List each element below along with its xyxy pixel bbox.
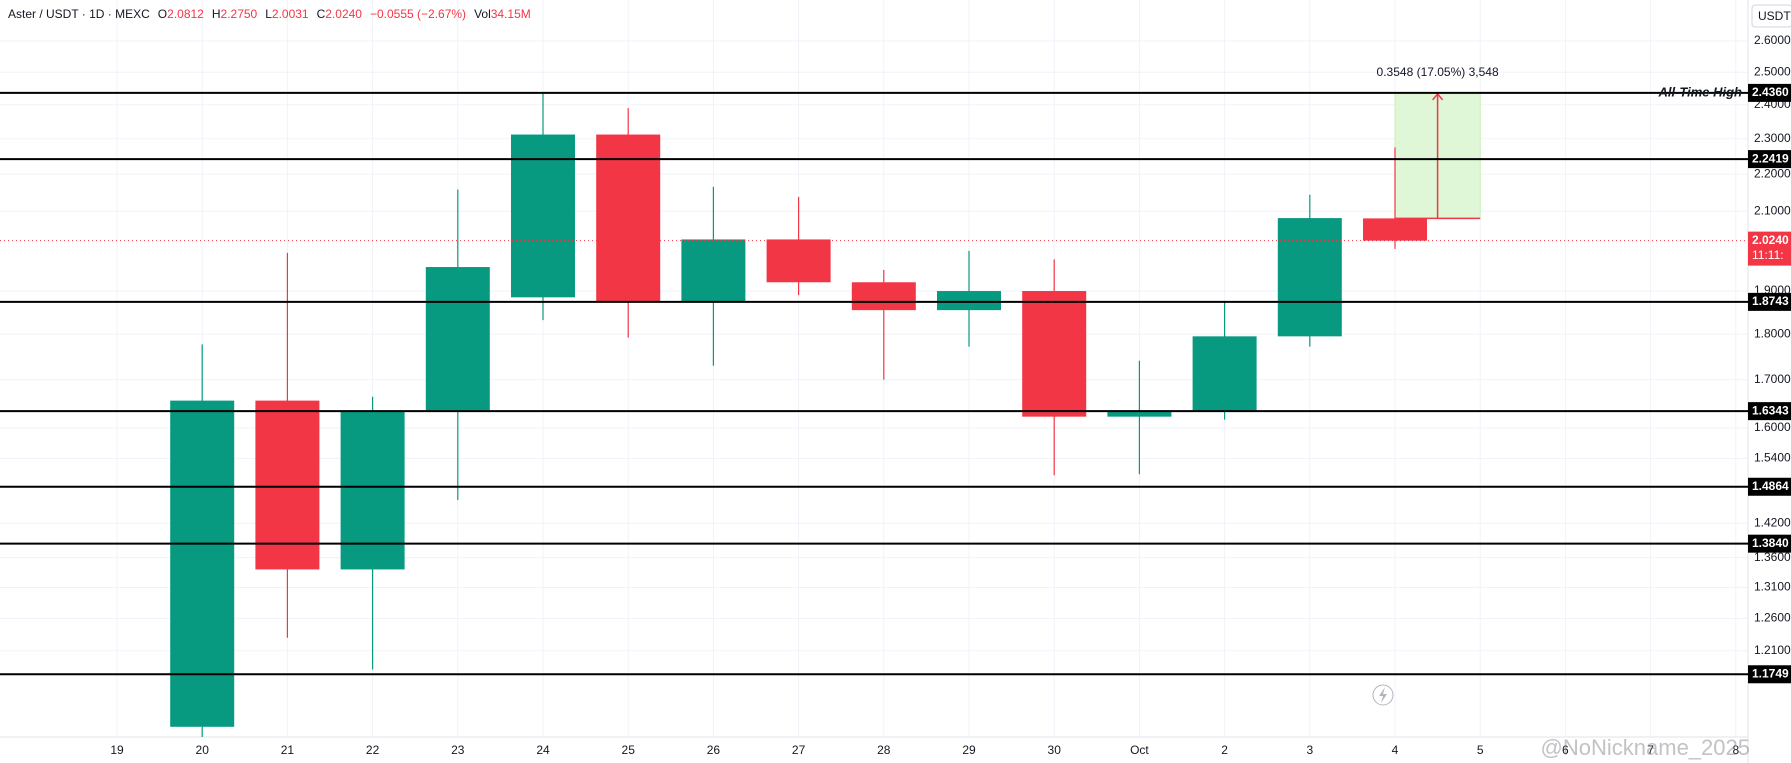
level-label: 1.6343 [1752, 403, 1789, 417]
x-tick-label: 23 [451, 743, 465, 757]
y-tick-label: 1.3100 [1754, 580, 1791, 594]
measure-arrow-head [1432, 92, 1444, 101]
candle-body [1277, 218, 1342, 337]
y-tick-label: 2.6000 [1754, 33, 1791, 47]
y-tick-label: 1.4200 [1754, 515, 1791, 529]
candle-body [1107, 410, 1172, 417]
header-o-label: O [158, 7, 167, 21]
y-tick-label: 1.2100 [1754, 643, 1791, 657]
header-h: 2.2750 [221, 7, 258, 21]
level-label: 2.4360 [1752, 85, 1789, 99]
candle-body [170, 400, 235, 727]
header-change: −0.0555 (−2.67%) [370, 7, 466, 21]
y-tick-label: 1.7000 [1754, 372, 1791, 386]
candle-body [255, 400, 320, 570]
header-h-label: H [212, 7, 221, 21]
level-label: 1.1749 [1752, 666, 1789, 680]
header: Aster / USDT · 1D · MEXC O2.0812 H2.2750 L2… [8, 7, 531, 21]
candle-body [681, 239, 746, 303]
x-tick-label: 7 [1647, 743, 1654, 757]
x-tick-label: 8 [1732, 743, 1739, 757]
y-tick-label: 1.6000 [1754, 420, 1791, 434]
candle-body [1363, 218, 1427, 241]
level-label: 2.2419 [1752, 151, 1789, 165]
candle-body [511, 134, 575, 298]
header-o: 2.0812 [167, 7, 204, 21]
y-tick-label: 2.3000 [1754, 131, 1791, 145]
watermark: @NoNickname_2025 [1541, 735, 1750, 760]
level-box [1748, 83, 1791, 102]
x-tick-label: Oct [1130, 743, 1149, 757]
x-tick-label: 25 [622, 743, 636, 757]
level-box [1748, 402, 1791, 421]
y-tick-label: 1.5400 [1754, 451, 1791, 465]
y-tick-label: 1.3600 [1754, 550, 1791, 564]
x-tick-label: 19 [110, 743, 124, 757]
header-l-label: L [265, 7, 272, 21]
current-price-label: 2.0240 [1752, 233, 1789, 247]
header-l: 2.0031 [272, 7, 309, 21]
currency-box [1751, 4, 1791, 28]
x-tick-label: 26 [707, 743, 721, 757]
current-price-box [1748, 231, 1791, 266]
x-tick-label: 22 [366, 743, 380, 757]
replay-icon-bolt [1379, 687, 1387, 703]
y-tick-label: 2.2000 [1754, 166, 1791, 180]
header-symbol: Aster / USDT · 1D · MEXC [8, 7, 150, 21]
level-label: 1.4864 [1752, 479, 1789, 493]
candle-body [340, 410, 405, 570]
level-box [1748, 665, 1791, 684]
x-tick-label: 5 [1477, 743, 1484, 757]
candle-body [1022, 291, 1087, 417]
level-box [1748, 292, 1791, 311]
header-c: 2.0240 [325, 7, 362, 21]
level-label: 1.3840 [1752, 536, 1789, 550]
x-tick-label: 27 [792, 743, 806, 757]
level-box [1748, 534, 1791, 553]
currency-label: USDT [1758, 9, 1791, 23]
level-label: 1.8743 [1752, 294, 1789, 308]
x-tick-label: 6 [1562, 743, 1569, 757]
countdown-label: 11:11: [1752, 248, 1784, 262]
x-tick-label: 24 [536, 743, 550, 757]
x-tick-label: 4 [1392, 743, 1399, 757]
x-tick-label: 28 [877, 743, 891, 757]
header-c-label: C [317, 7, 326, 21]
x-tick-label: 2 [1221, 743, 1228, 757]
y-tick-label: 1.8000 [1754, 326, 1791, 340]
candle-body [766, 239, 831, 283]
x-tick-label: 20 [196, 743, 210, 757]
x-tick-label: 30 [1048, 743, 1062, 757]
candle-body [1192, 336, 1257, 412]
y-tick-label: 2.1000 [1754, 203, 1791, 217]
candle-body [937, 291, 1001, 311]
ath-label: All-Time High [1657, 84, 1742, 99]
measure-label: 0.3548 (17.05%) 3,548 [1377, 65, 1499, 79]
candle-body [425, 267, 490, 411]
header-vol-label: Vol [474, 7, 491, 21]
y-tick-label: 1.2600 [1754, 611, 1791, 625]
level-box [1748, 150, 1791, 169]
y-tick-label: 2.5000 [1754, 64, 1791, 78]
x-tick-label: 21 [281, 743, 295, 757]
x-tick-label: 3 [1306, 743, 1313, 757]
candle-body [596, 134, 661, 303]
candle-body [851, 282, 916, 311]
level-box [1748, 477, 1791, 496]
x-tick-label: 29 [962, 743, 976, 757]
header-vol: 34.15M [491, 7, 531, 21]
